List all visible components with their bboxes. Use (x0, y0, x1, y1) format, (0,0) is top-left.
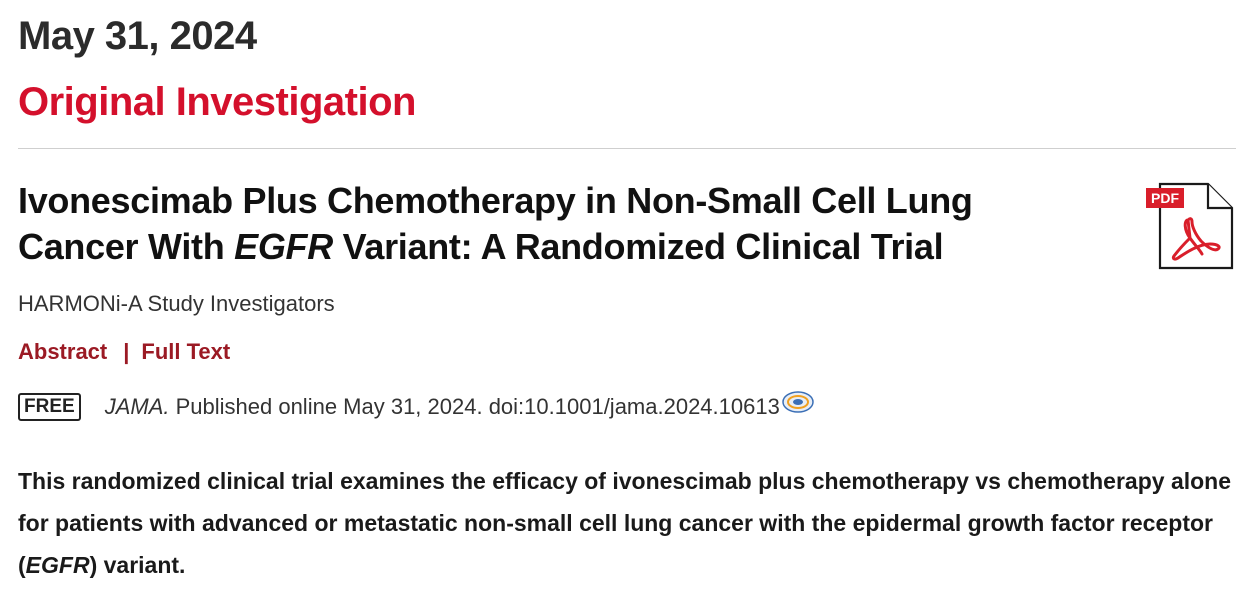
article-title[interactable]: Ivonescimab Plus Chemotherapy in Non-Sma… (18, 178, 1018, 270)
pdf-file-icon[interactable]: PDF (1144, 182, 1234, 270)
issue-date: May 31, 2024 (18, 14, 257, 58)
pdf-label: PDF (1151, 190, 1179, 206)
summary-gene: EGFR (25, 552, 90, 578)
crossmark-icon[interactable] (781, 389, 815, 415)
full-text-link[interactable]: Full Text (141, 339, 231, 364)
section-divider (18, 148, 1236, 149)
citation-details: Published online May 31, 2024. doi:10.10… (169, 394, 780, 419)
summary-text-1: This randomized clinical trial examines … (18, 468, 1232, 578)
title-text-1: Ivonescimab Plus Chemotherapy in Non-Sma… (18, 180, 973, 267)
summary-text-2: ) variant. (89, 552, 186, 578)
citation-row: FREE JAMA. Published online May 31, 2024… (18, 391, 815, 423)
article-category: Original Investigation (18, 80, 416, 124)
article-authors: HARMONi-A Study Investigators (18, 291, 335, 316)
abstract-link[interactable]: Abstract (18, 339, 108, 364)
citation-text: JAMA. Published online May 31, 2024. doi… (105, 392, 780, 422)
title-text-2: Variant: A Randomized Clinical Trial (332, 226, 944, 267)
free-access-badge: FREE (18, 393, 81, 421)
title-gene: EGFR (234, 226, 333, 267)
article-summary: This randomized clinical trial examines … (18, 460, 1233, 586)
article-links: Abstract | Full Text (18, 337, 230, 367)
journal-name: JAMA. (104, 394, 170, 419)
link-separator: | (123, 339, 130, 364)
